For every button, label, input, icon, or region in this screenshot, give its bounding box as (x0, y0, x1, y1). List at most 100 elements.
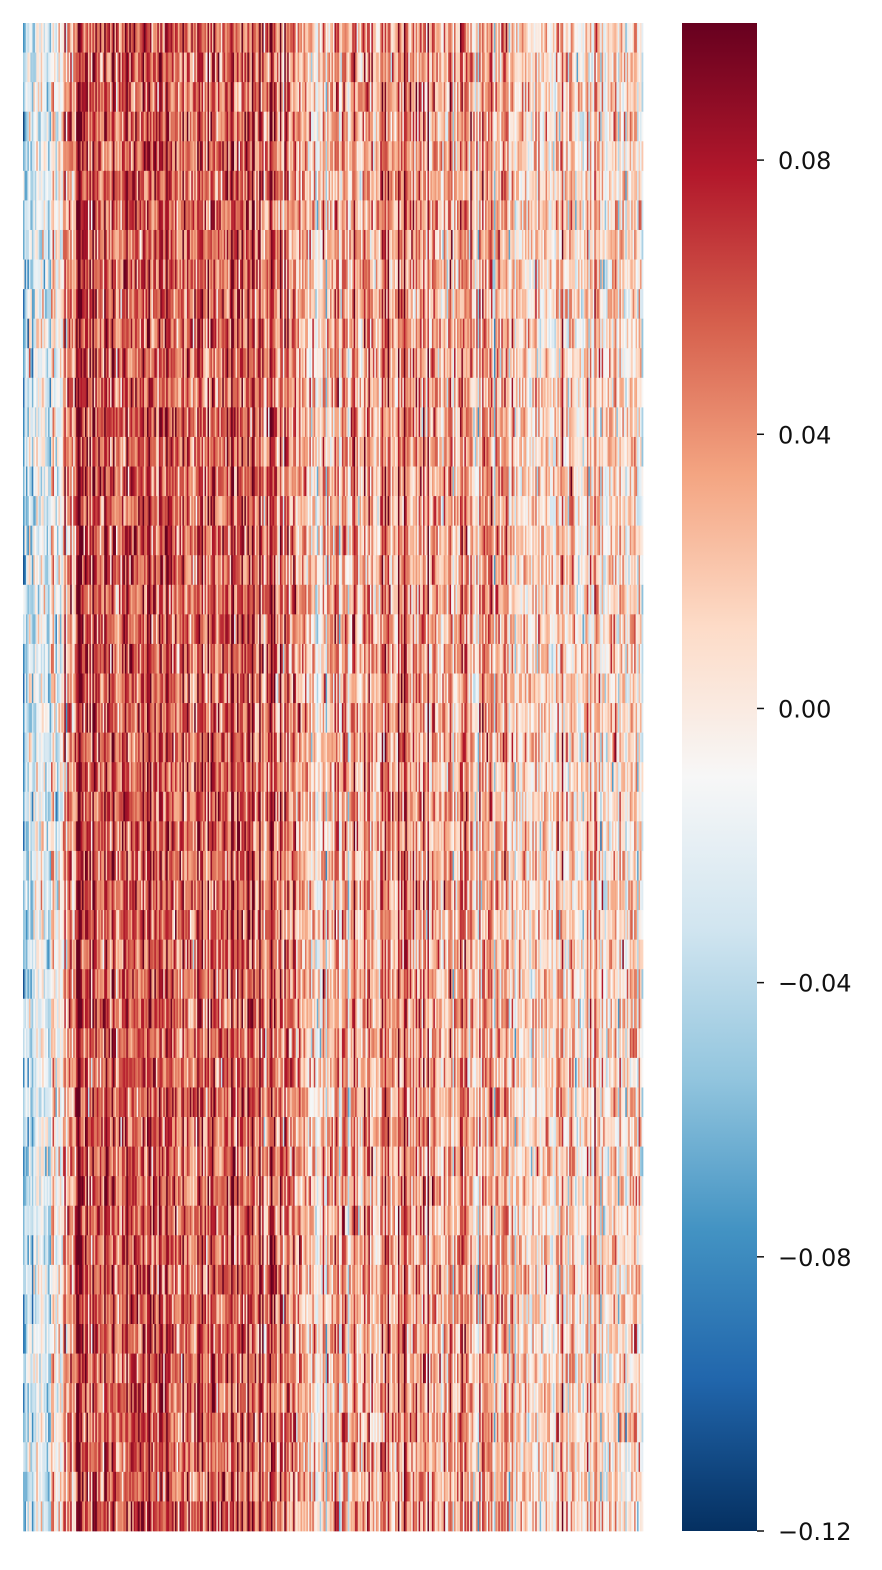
heatmap-cell (105, 141, 108, 172)
heatmap-cell (116, 52, 118, 83)
heatmap-cell (578, 141, 580, 172)
heatmap-cell (210, 82, 213, 113)
heatmap-cell (634, 52, 636, 83)
heatmap-cell (42, 170, 45, 201)
heatmap-cell (437, 23, 440, 53)
heatmap-cell (586, 82, 589, 113)
heatmap-cell (245, 141, 248, 172)
heatmap-cell (275, 23, 278, 53)
heatmap-cell (369, 111, 372, 142)
heatmap-cell (204, 23, 207, 53)
heatmap-cell (353, 82, 356, 113)
heatmap-cell (431, 23, 434, 53)
heatmap-cell (606, 141, 608, 172)
heatmap-cell (73, 111, 76, 142)
heatmap-cell (238, 82, 241, 113)
heatmap-cell (542, 23, 545, 53)
heatmap-cell (304, 23, 307, 53)
heatmap-cell (570, 111, 573, 142)
heatmap-cell (393, 23, 396, 53)
heatmap-cell (23, 141, 25, 172)
heatmap-cell (139, 111, 142, 142)
heatmap-cell (260, 82, 263, 113)
heatmap-cell (198, 141, 201, 172)
heatmap-cell (603, 141, 605, 172)
heatmap-cell (189, 52, 192, 83)
heatmap-cell (135, 111, 138, 142)
heatmap-cell (82, 52, 84, 83)
heatmap-cell (312, 52, 315, 83)
heatmap-cell (25, 141, 28, 172)
heatmap-cell (118, 111, 121, 142)
heatmap-cell (107, 111, 109, 142)
heatmap-cell (604, 111, 607, 142)
heatmap-cell (303, 141, 306, 172)
heatmap-cell (588, 141, 591, 172)
heatmap-cell (542, 82, 545, 113)
heatmap-cell (40, 111, 43, 142)
heatmap-cell (300, 52, 303, 83)
heatmap-cell (48, 141, 50, 172)
heatmap-cell (638, 111, 641, 142)
heatmap-cell (198, 52, 201, 83)
heatmap-cell (554, 52, 557, 83)
heatmap-cell (147, 141, 149, 172)
heatmap-cell (334, 52, 337, 83)
heatmap-cell (34, 23, 37, 53)
heatmap-cell (334, 23, 337, 53)
heatmap-cell (508, 141, 511, 172)
heatmap-cell (347, 141, 350, 172)
heatmap-cell (380, 111, 383, 142)
heatmap-cell (27, 170, 30, 201)
heatmap-cell (434, 141, 437, 172)
heatmap-cell (322, 52, 325, 83)
heatmap-cell (58, 23, 61, 53)
heatmap-cell (282, 23, 285, 53)
heatmap-cell (110, 82, 112, 113)
heatmap-cell (579, 111, 582, 142)
heatmap-cell (211, 23, 214, 53)
heatmap-cell (380, 23, 383, 53)
heatmap-cell (628, 52, 631, 83)
heatmap-cell (242, 52, 245, 83)
heatmap-cell (167, 52, 170, 83)
heatmap-cell (256, 82, 259, 113)
heatmap-cell (461, 52, 464, 83)
heatmap-cell (333, 141, 335, 172)
heatmap-cell (25, 82, 28, 113)
heatmap-cell (145, 52, 148, 83)
heatmap-cell (408, 23, 411, 53)
heatmap-cell (362, 141, 365, 172)
heatmap-cell (576, 111, 579, 142)
heatmap-cell (238, 141, 241, 172)
heatmap-cell (428, 23, 431, 53)
heatmap-cell (325, 111, 328, 142)
heatmap-cell (259, 23, 262, 53)
heatmap-cell (558, 23, 561, 53)
heatmap-cell (606, 111, 608, 142)
heatmap-cell (269, 141, 272, 172)
heatmap-cell (477, 23, 480, 53)
heatmap-cell (203, 52, 205, 83)
heatmap-cell (288, 23, 291, 53)
heatmap-cell (135, 141, 138, 172)
heatmap-cell (98, 111, 101, 142)
heatmap-cell (529, 23, 532, 53)
heatmap-cell (95, 111, 98, 142)
heatmap-cell (129, 141, 132, 172)
heatmap-cell (145, 23, 148, 53)
heatmap-cell (92, 141, 95, 172)
heatmap-cell (409, 52, 412, 83)
heatmap-cell (521, 82, 524, 113)
heatmap-cell (238, 23, 241, 53)
heatmap-cell (640, 23, 642, 53)
heatmap-cell (172, 82, 174, 113)
heatmap-cell (272, 52, 275, 83)
heatmap-cell (583, 23, 586, 53)
heatmap-cell (430, 82, 433, 113)
heatmap-cell (206, 141, 208, 172)
heatmap-cell (158, 52, 161, 83)
heatmap-cell (440, 23, 443, 53)
heatmap-cell (282, 82, 285, 113)
heatmap-cell (420, 111, 422, 142)
